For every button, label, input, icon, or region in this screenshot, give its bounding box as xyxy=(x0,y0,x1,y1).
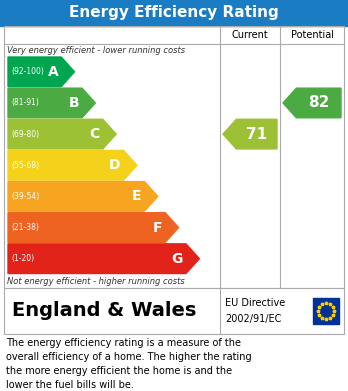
Text: (39-54): (39-54) xyxy=(11,192,39,201)
Polygon shape xyxy=(283,88,341,118)
Polygon shape xyxy=(8,213,179,242)
Text: (1-20): (1-20) xyxy=(11,254,34,263)
Polygon shape xyxy=(8,88,95,118)
Text: A: A xyxy=(47,65,58,79)
Bar xyxy=(0,0,348,26)
Bar xyxy=(4,26,344,288)
Bar xyxy=(313,298,339,324)
Text: 2002/91/EC: 2002/91/EC xyxy=(225,314,282,324)
Text: (21-38): (21-38) xyxy=(11,223,39,232)
Polygon shape xyxy=(8,244,199,273)
Text: D: D xyxy=(109,158,121,172)
Polygon shape xyxy=(8,151,137,180)
Text: (55-68): (55-68) xyxy=(11,161,39,170)
Text: 82: 82 xyxy=(308,95,329,111)
Text: Very energy efficient - lower running costs: Very energy efficient - lower running co… xyxy=(7,46,185,55)
Text: F: F xyxy=(153,221,162,235)
Text: 71: 71 xyxy=(246,127,267,142)
Polygon shape xyxy=(8,119,116,149)
Text: E: E xyxy=(132,189,141,203)
Text: (69-80): (69-80) xyxy=(11,129,39,138)
Text: Current: Current xyxy=(232,30,268,40)
Text: EU Directive: EU Directive xyxy=(225,298,285,308)
Text: England & Wales: England & Wales xyxy=(12,301,196,321)
Text: The energy efficiency rating is a measure of the
overall efficiency of a home. T: The energy efficiency rating is a measur… xyxy=(6,338,252,390)
Text: Not energy efficient - higher running costs: Not energy efficient - higher running co… xyxy=(7,277,185,286)
Polygon shape xyxy=(8,181,158,211)
Text: B: B xyxy=(69,96,79,110)
Text: C: C xyxy=(89,127,100,141)
Text: (92-100): (92-100) xyxy=(11,67,44,76)
Text: (81-91): (81-91) xyxy=(11,99,39,108)
Text: Energy Efficiency Rating: Energy Efficiency Rating xyxy=(69,5,279,20)
Polygon shape xyxy=(223,119,277,149)
Text: G: G xyxy=(172,252,183,265)
Polygon shape xyxy=(8,57,74,87)
Bar xyxy=(4,288,344,334)
Text: Potential: Potential xyxy=(291,30,333,40)
